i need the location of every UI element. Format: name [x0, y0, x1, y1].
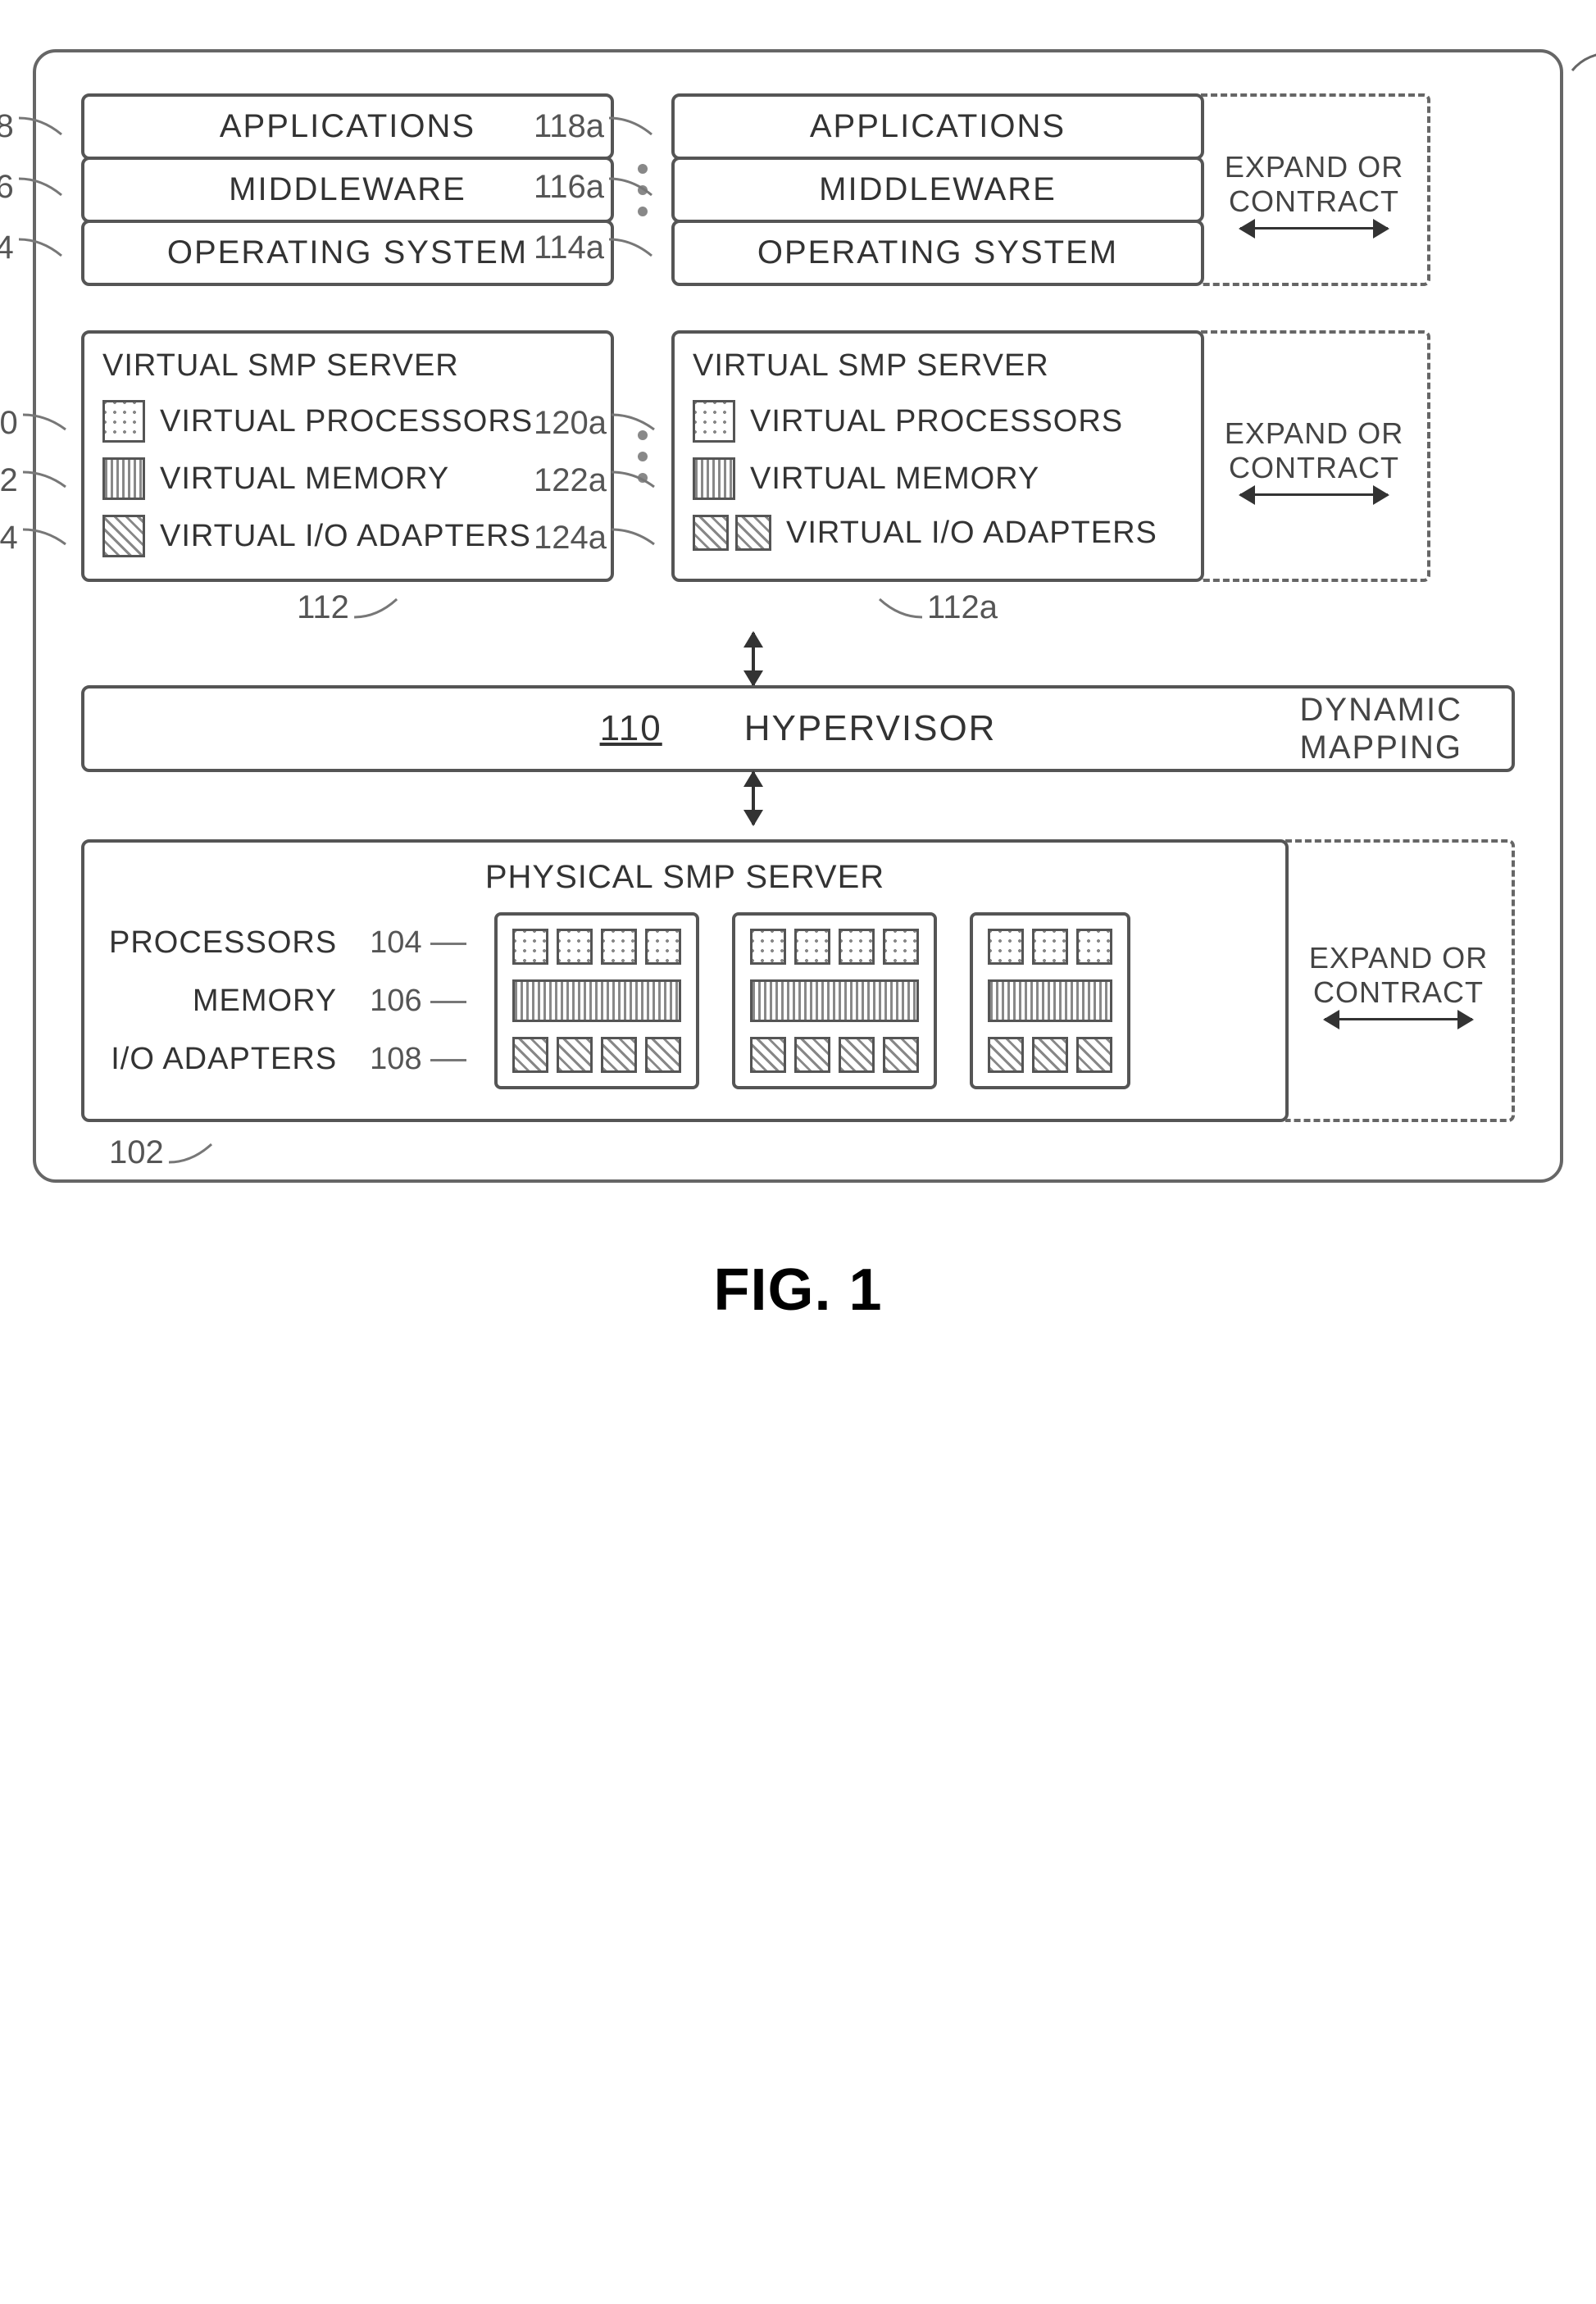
- os-box-a: OPERATING SYSTEM: [671, 220, 1204, 286]
- physical-row-refs: 104 106 108: [370, 925, 466, 1077]
- virtual-processors-row: 120 VIRTUAL PROCESSORS: [102, 400, 593, 443]
- vmem-label-a: VIRTUAL MEMORY: [750, 461, 1039, 497]
- ref-120: 120: [0, 405, 67, 442]
- io-icon-pair: [693, 515, 771, 551]
- ref-112: 112: [297, 589, 398, 626]
- ref-118: 118: [0, 108, 63, 145]
- io-adapters-label: I/O ADAPTERS: [109, 1042, 337, 1077]
- physical-smp-row: PHYSICAL SMP SERVER PROCESSORS MEMORY I/…: [81, 839, 1515, 1122]
- ref-124a: 124a: [534, 520, 656, 557]
- vproc-label: VIRTUAL PROCESSORS: [160, 404, 533, 439]
- ref-122: 122: [0, 462, 67, 499]
- vproc-label-a: VIRTUAL PROCESSORS: [750, 404, 1123, 439]
- expand-text: EXPAND OR: [1309, 941, 1488, 975]
- hypervisor-box: 110 HYPERVISOR DYNAMIC MAPPING: [81, 685, 1515, 772]
- connector-hv-phys: [343, 772, 1163, 825]
- memory-bar-icon: [988, 979, 1112, 1022]
- memory-icon: [102, 457, 145, 500]
- virtual-smp-title: VIRTUAL SMP SERVER: [102, 348, 593, 384]
- processor-icon: [102, 400, 145, 443]
- ref-114: 114: [0, 229, 63, 266]
- physical-smp-title: PHYSICAL SMP SERVER: [109, 859, 1261, 896]
- virtual-io-row: 124 VIRTUAL I/O ADAPTERS: [102, 515, 593, 557]
- applications-box-a: APPLICATIONS: [671, 93, 1204, 160]
- io-icon: [102, 515, 145, 557]
- expand-text: EXPAND OR: [1225, 150, 1403, 184]
- expand-arrow-icon: [1325, 1018, 1472, 1020]
- hypervisor-label: HYPERVISOR: [744, 708, 997, 749]
- figure-label: FIG. 1: [33, 1257, 1563, 1324]
- ref-108: 108: [370, 1042, 466, 1077]
- ref-122a: 122a: [534, 462, 656, 499]
- physical-node-3: [970, 912, 1130, 1089]
- contract-text: CONTRACT: [1229, 184, 1399, 219]
- hypervisor-row: 110 HYPERVISOR DYNAMIC MAPPING: [81, 685, 1515, 772]
- ref-110: 110: [600, 708, 662, 749]
- ref-112a: 112a: [878, 589, 998, 626]
- expand-contract-virt: EXPAND OR CONTRACT: [1201, 330, 1430, 582]
- vmem-label: VIRTUAL MEMORY: [160, 461, 449, 497]
- virtual-smp-row: VIRTUAL SMP SERVER 120 VIRTUAL PROCESSOR…: [81, 330, 1515, 582]
- ref-116a: 116a: [534, 169, 653, 206]
- ref-100: 100: [1571, 43, 1596, 80]
- middleware-box-a: MIDDLEWARE: [671, 157, 1204, 223]
- memory-bar-icon: [750, 979, 919, 1022]
- physical-node-2: [732, 912, 937, 1089]
- ref-104: 104: [370, 925, 466, 961]
- vio-label: VIRTUAL I/O ADAPTERS: [160, 519, 531, 554]
- vio-label-a: VIRTUAL I/O ADAPTERS: [786, 516, 1157, 551]
- software-stack-row: 118 116 114 APPLICATIONS MIDDLEWARE OPER…: [81, 93, 1515, 286]
- ref-124: 124: [0, 520, 67, 557]
- expand-arrow-icon: [1240, 227, 1388, 229]
- virtual-processors-row-a: 120a VIRTUAL PROCESSORS: [693, 400, 1183, 443]
- ref-102: 102: [109, 1134, 213, 1171]
- memory-icon: [693, 457, 735, 500]
- processors-label: PROCESSORS: [109, 925, 337, 961]
- ref-116: 116: [0, 169, 63, 206]
- virtual-smp-title-a: VIRTUAL SMP SERVER: [693, 348, 1183, 384]
- system-box: 100 118 116 114 APPLICATIONS MIDDLEWARE …: [33, 49, 1563, 1183]
- ref-118a: 118a: [534, 108, 653, 145]
- ref-114a: 114a: [534, 229, 653, 266]
- dynamic-mapping-label: DYNAMIC MAPPING: [1300, 691, 1462, 766]
- connector-virt-hv: [343, 633, 1163, 685]
- ref-120a: 120a: [534, 405, 656, 442]
- contract-text: CONTRACT: [1229, 451, 1399, 485]
- expand-arrow-icon: [1240, 493, 1388, 496]
- expand-contract-sw: EXPAND OR CONTRACT: [1201, 93, 1430, 286]
- ref-106: 106: [370, 984, 466, 1019]
- expand-contract-phys: EXPAND OR CONTRACT: [1285, 839, 1515, 1122]
- software-stack-2: 118a 116a 114a APPLICATIONS MIDDLEWARE O…: [671, 93, 1204, 286]
- virtual-memory-row-a: 122a VIRTUAL MEMORY: [693, 457, 1183, 500]
- virtual-smp-2: VIRTUAL SMP SERVER 120a VIRTUAL PROCESSO…: [671, 330, 1204, 582]
- memory-label: MEMORY: [109, 984, 337, 1019]
- virtual-memory-row: 122 VIRTUAL MEMORY: [102, 457, 593, 500]
- expand-text: EXPAND OR: [1225, 416, 1403, 451]
- physical-smp-box: PHYSICAL SMP SERVER PROCESSORS MEMORY I/…: [81, 839, 1289, 1122]
- processor-icon: [693, 400, 735, 443]
- memory-bar-icon: [512, 979, 681, 1022]
- physical-node-1: [494, 912, 699, 1089]
- contract-text: CONTRACT: [1313, 975, 1484, 1010]
- virtual-io-row-a: 124a VIRTUAL I/O ADAPTERS: [693, 515, 1183, 551]
- physical-row-labels: PROCESSORS MEMORY I/O ADAPTERS: [109, 925, 337, 1077]
